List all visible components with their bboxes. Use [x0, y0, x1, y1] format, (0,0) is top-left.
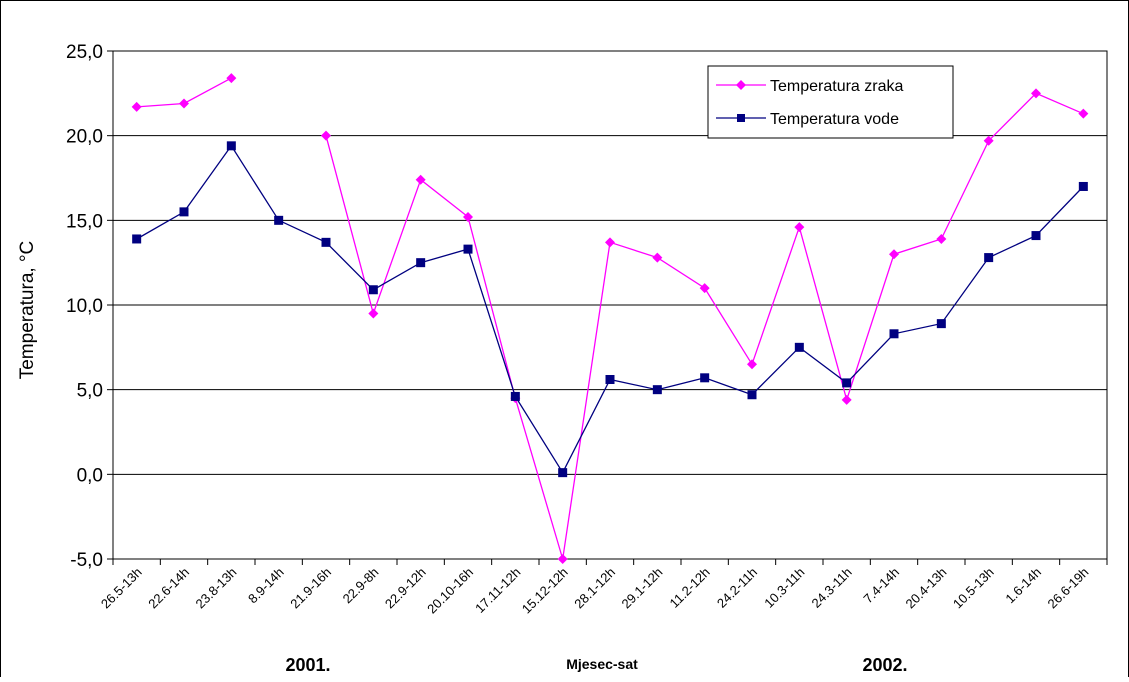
legend: Temperatura zraka Temperatura vode	[707, 65, 954, 139]
series-layer	[131, 73, 1089, 564]
series-1-point-13	[747, 390, 757, 400]
series-1-point-0	[132, 234, 142, 244]
legend-label-vode: Temperatura vode	[770, 111, 899, 128]
series-1-point-8	[510, 391, 520, 401]
y-tick-label-6: 25,0	[66, 42, 103, 63]
series-0-point-18	[983, 135, 994, 146]
series-1-point-3	[274, 215, 284, 225]
series-0-point-17	[936, 233, 947, 244]
series-0-point-13	[747, 359, 757, 370]
series-1-point-10	[605, 375, 615, 385]
series-1-point-11	[652, 385, 662, 395]
y-axis-label: Temperatura, °C	[17, 241, 38, 380]
y-tick-label-0: -5,0	[70, 550, 103, 571]
x-axis-label: Mjesec-sat	[566, 656, 638, 672]
series-1-point-12	[700, 373, 710, 383]
legend-label-zraka: Temperatura zraka	[770, 78, 903, 95]
series-0-point-9	[557, 554, 568, 564]
series-1-point-2	[226, 141, 236, 151]
series-1-point-14	[794, 342, 804, 352]
year-label-2002: 2002.	[862, 655, 907, 675]
series-1-point-16	[889, 329, 899, 339]
series-0-point-0	[131, 101, 142, 112]
y-tick-label-1: 0,0	[77, 465, 103, 486]
legend-marker-zraka	[736, 80, 746, 90]
series-1-point-1	[179, 207, 189, 217]
series-0	[131, 73, 1089, 564]
series-0-point-5	[368, 308, 379, 319]
y-tick-label-5: 20,0	[66, 127, 103, 148]
series-0-point-7	[463, 211, 473, 222]
series-0-point-15	[841, 394, 852, 405]
series-0-point-20	[1078, 108, 1089, 119]
series-1	[132, 141, 1088, 478]
y-tick-label-4: 15,0	[66, 211, 103, 232]
series-1-point-6	[416, 258, 426, 268]
legend-box	[707, 65, 954, 139]
series-0-point-1	[179, 98, 189, 109]
series-1-point-4	[321, 237, 331, 247]
series-1-point-18	[984, 253, 994, 263]
series-0-point-4	[321, 130, 331, 141]
y-axis-ticks: -5,0 0,0 5,0 10,0 15,0 20,0 25,0	[66, 42, 113, 571]
series-0-point-10	[605, 237, 615, 248]
year-label-2001: 2001.	[285, 655, 330, 675]
series-1-point-7	[463, 244, 473, 254]
series-1-point-5	[368, 285, 378, 295]
series-0-point-2	[226, 73, 237, 84]
y-tick-label-2: 5,0	[77, 381, 103, 402]
series-1-point-9	[558, 468, 568, 478]
series-1-point-15	[842, 378, 852, 388]
series-0-point-19	[1031, 88, 1041, 99]
legend-marker-vode	[737, 114, 745, 122]
series-0-point-14	[794, 222, 805, 233]
series-0-point-11	[652, 252, 663, 263]
series-0-point-6	[415, 174, 426, 185]
y-tick-label-3: 10,0	[66, 296, 103, 317]
series-1-point-17	[936, 319, 946, 329]
series-0-point-12	[699, 283, 710, 294]
series-1-point-20	[1078, 181, 1088, 191]
series-1-point-19	[1031, 231, 1041, 241]
series-0-point-16	[889, 249, 899, 260]
